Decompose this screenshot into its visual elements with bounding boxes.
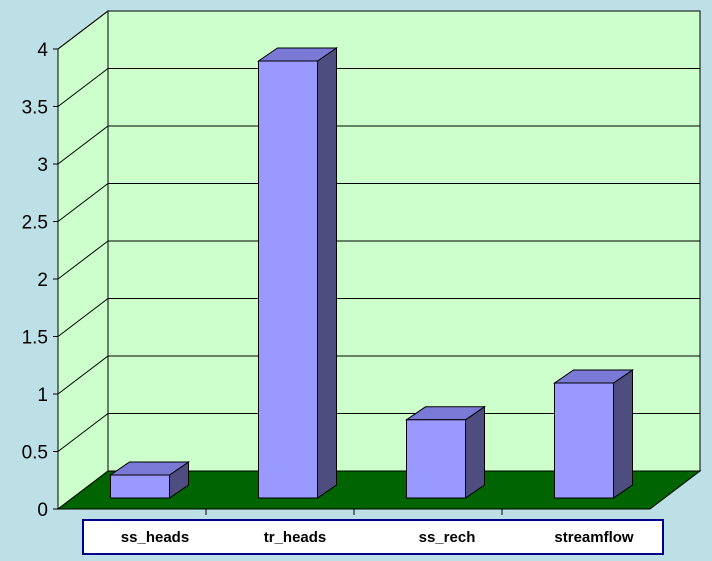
category-label: tr_heads [264, 529, 327, 546]
bar-side-face [465, 405, 485, 499]
gridline [57, 298, 700, 337]
gridline [57, 240, 700, 280]
bar-front-face [554, 382, 614, 499]
bar [552, 369, 635, 499]
bar-front-face [406, 419, 466, 499]
y-tick-label: 3 [37, 155, 48, 176]
y-tick-label: 0 [37, 500, 48, 521]
gridline [57, 125, 700, 165]
bar [108, 461, 191, 499]
y-tick-label: 4 [37, 40, 48, 61]
bar-side-face [317, 47, 337, 499]
category-label: ss_rech [419, 529, 476, 546]
y-tick-label: 3.5 [22, 98, 48, 119]
bar-front-face [110, 474, 170, 499]
y-tick-label: 2.5 [22, 213, 48, 234]
gridline [57, 183, 700, 222]
bar-side-face [613, 369, 633, 499]
y-tick-label: 1.5 [22, 328, 48, 349]
category-label: streamflow [554, 529, 634, 546]
gridline [57, 68, 700, 107]
y-tick-label: 2 [37, 270, 48, 291]
y-tick-label: 1 [37, 385, 48, 406]
bars [108, 47, 635, 499]
gridline [57, 413, 700, 452]
gridline [57, 355, 700, 395]
category-label-box [82, 519, 664, 555]
y-axis-ticks: 0 0.5 1 1.5 2 2.5 3 3.5 4 [22, 40, 58, 521]
gridline [57, 10, 700, 50]
bar [256, 47, 339, 499]
gridlines [57, 10, 700, 452]
bar-front-face [258, 60, 318, 499]
bar [404, 405, 487, 499]
category-label: ss_heads [121, 529, 189, 546]
category-labels: ss_heads tr_heads ss_rech streamflow [121, 509, 634, 546]
y-tick-label: 0.5 [22, 443, 48, 464]
